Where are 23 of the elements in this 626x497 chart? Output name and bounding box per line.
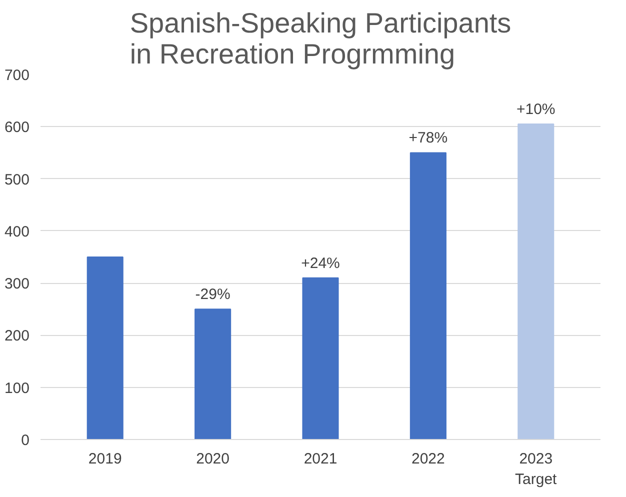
y-tick-label: 100 xyxy=(4,380,30,397)
chart-title: Spanish-Speaking Participants in Recreation Progrmming xyxy=(130,8,512,70)
y-tick-label: 300 xyxy=(4,276,30,293)
y-tick-label: 0 xyxy=(21,432,30,449)
y-tick-label: 700 xyxy=(4,67,30,84)
annotation: -29% xyxy=(195,286,230,304)
x-tick-label: 2023 Target xyxy=(515,450,558,488)
bar xyxy=(518,124,554,440)
bar xyxy=(410,152,446,440)
y-tick-label: 200 xyxy=(4,328,30,345)
x-tick-label: 2021 xyxy=(304,450,338,468)
y-tick-label: 500 xyxy=(4,171,30,188)
bar xyxy=(86,256,124,440)
annotation: +24% xyxy=(301,254,340,272)
y-tick-label: 400 xyxy=(4,223,30,240)
annotation: +10% xyxy=(516,101,556,118)
x-tick-label: 2019 xyxy=(88,450,122,468)
x-tick-label: 2022 xyxy=(412,450,445,468)
annotation: +78% xyxy=(408,130,448,147)
x-tick-label: 2020 xyxy=(196,450,230,468)
bar xyxy=(194,308,232,440)
y-tick-label: 600 xyxy=(4,119,30,136)
bar xyxy=(302,277,339,440)
